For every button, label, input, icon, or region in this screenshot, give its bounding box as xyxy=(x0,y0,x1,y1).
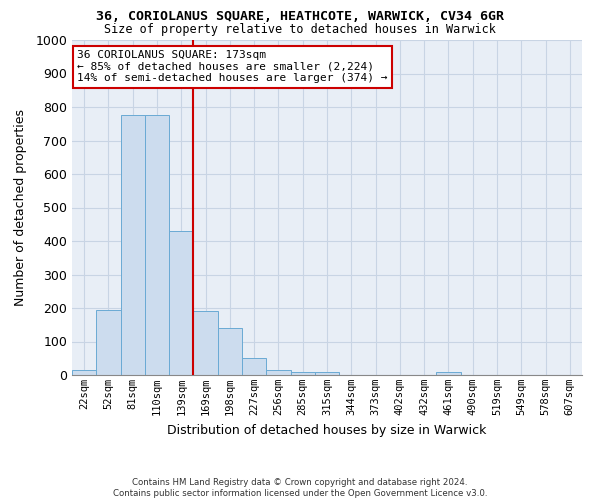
Bar xyxy=(218,328,242,375)
Bar xyxy=(436,372,461,375)
Bar xyxy=(96,310,121,375)
Y-axis label: Number of detached properties: Number of detached properties xyxy=(14,109,27,306)
Bar xyxy=(72,370,96,375)
Text: Size of property relative to detached houses in Warwick: Size of property relative to detached ho… xyxy=(104,22,496,36)
Bar xyxy=(315,372,339,375)
Bar xyxy=(145,116,169,375)
X-axis label: Distribution of detached houses by size in Warwick: Distribution of detached houses by size … xyxy=(167,424,487,436)
Bar xyxy=(290,372,315,375)
Bar xyxy=(121,116,145,375)
Text: 36 CORIOLANUS SQUARE: 173sqm
← 85% of detached houses are smaller (2,224)
14% of: 36 CORIOLANUS SQUARE: 173sqm ← 85% of de… xyxy=(77,50,388,83)
Bar xyxy=(193,312,218,375)
Bar xyxy=(266,370,290,375)
Text: 36, CORIOLANUS SQUARE, HEATHCOTE, WARWICK, CV34 6GR: 36, CORIOLANUS SQUARE, HEATHCOTE, WARWIC… xyxy=(96,10,504,23)
Bar xyxy=(169,231,193,375)
Bar xyxy=(242,358,266,375)
Text: Contains HM Land Registry data © Crown copyright and database right 2024.
Contai: Contains HM Land Registry data © Crown c… xyxy=(113,478,487,498)
